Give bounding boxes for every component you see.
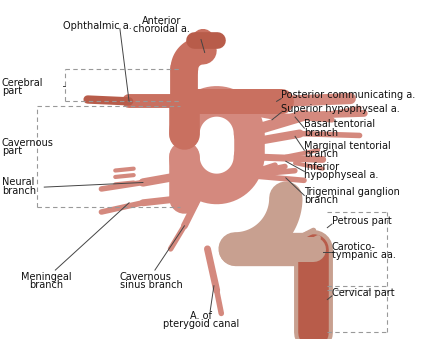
Text: Basal tentorial: Basal tentorial	[304, 119, 375, 130]
Text: branch: branch	[304, 128, 339, 138]
Text: pterygoid canal: pterygoid canal	[163, 319, 239, 329]
Text: part: part	[2, 146, 22, 156]
Text: part: part	[2, 86, 22, 96]
Text: Carotico-: Carotico-	[332, 242, 376, 252]
Text: branch: branch	[304, 195, 339, 205]
Text: A. of: A. of	[190, 311, 212, 321]
Text: Meningeal: Meningeal	[21, 271, 72, 282]
Text: choroidal a.: choroidal a.	[133, 24, 190, 35]
Text: Anterior: Anterior	[141, 16, 181, 26]
Text: hypophyseal a.: hypophyseal a.	[304, 170, 378, 180]
Text: Inferior: Inferior	[304, 162, 339, 172]
Text: branch: branch	[29, 280, 63, 290]
Text: Cavernous: Cavernous	[120, 271, 172, 282]
Text: Petrous part: Petrous part	[332, 216, 391, 226]
Text: Trigeminal ganglion: Trigeminal ganglion	[304, 187, 400, 197]
Text: Neural: Neural	[2, 178, 34, 187]
Text: branch: branch	[2, 186, 36, 196]
Text: Marginal tentorial: Marginal tentorial	[304, 140, 391, 151]
Text: Cavernous: Cavernous	[2, 138, 54, 148]
Text: Superior hypophyseal a.: Superior hypophyseal a.	[281, 104, 400, 114]
Text: Posterior communicating a.: Posterior communicating a.	[281, 90, 415, 100]
Text: Cervical part: Cervical part	[332, 288, 395, 298]
Text: branch: branch	[304, 149, 339, 159]
Text: tympanic aa.: tympanic aa.	[332, 250, 396, 260]
Text: sinus branch: sinus branch	[120, 280, 183, 290]
Text: Cerebral: Cerebral	[2, 78, 43, 88]
Text: Ophthalmic a.: Ophthalmic a.	[62, 21, 132, 31]
